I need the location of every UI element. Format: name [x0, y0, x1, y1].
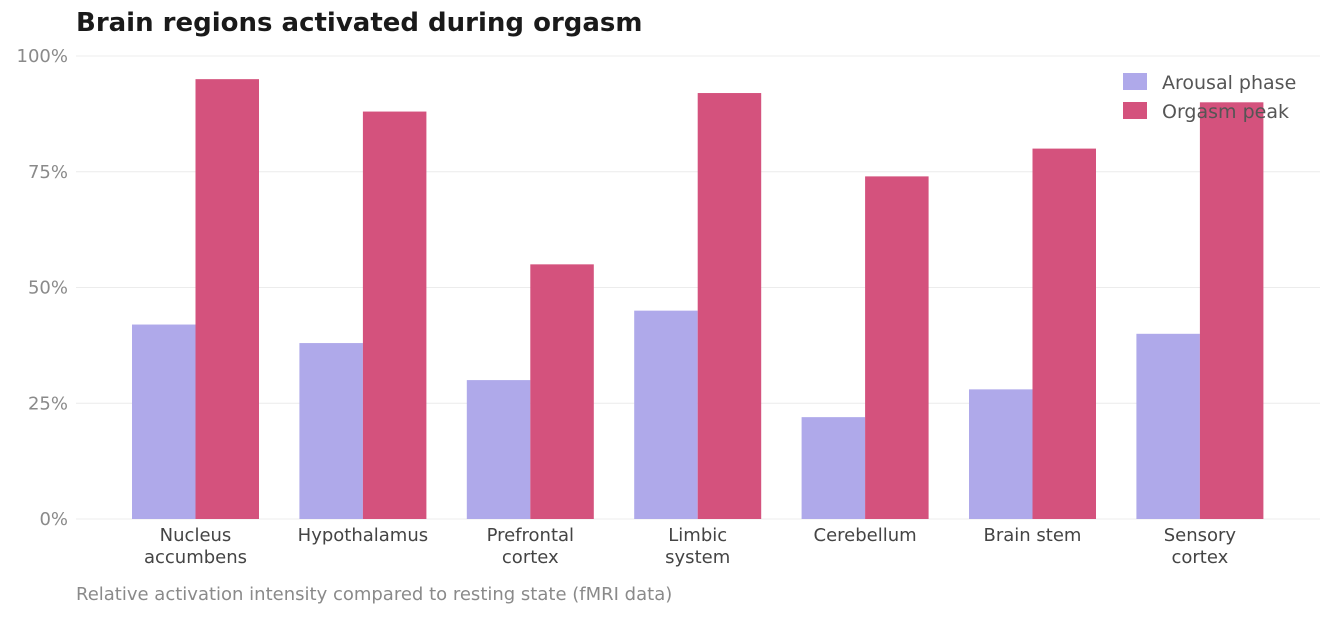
bar-orgasm: [865, 176, 929, 519]
chart-caption: Relative activation intensity compared t…: [76, 584, 673, 605]
bar-orgasm: [362, 111, 427, 519]
legend-swatch: [1123, 73, 1147, 90]
x-axis-ticks: Nucleus accumbens Hypothalamus Prefrontal co…: [144, 525, 1236, 568]
bar-orgasm: [1199, 102, 1264, 520]
x-tick-label: Nucleus accumbens: [144, 525, 247, 568]
bar-arousal: [1136, 333, 1200, 519]
bars: [132, 79, 1264, 520]
y-axis-ticks: 0% 25% 50% 75% 100%: [17, 46, 68, 530]
y-tick-label: 100%: [17, 46, 68, 67]
bar-arousal: [466, 380, 531, 519]
bar-orgasm: [195, 79, 259, 520]
x-tick-label: Sensory cortex: [1164, 525, 1237, 568]
x-tick-label: Brain stem: [984, 525, 1082, 546]
bar-arousal: [634, 310, 698, 519]
chart-title: Brain regions activated during orgasm: [76, 8, 643, 38]
bar-arousal: [801, 417, 866, 519]
x-tick-label: Limbic system: [665, 525, 730, 568]
bar-orgasm: [530, 264, 594, 519]
bar-orgasm: [697, 93, 762, 519]
y-tick-label: 75%: [28, 162, 68, 183]
y-tick-label: 0%: [39, 509, 68, 530]
x-tick-label: Cerebellum: [814, 525, 917, 546]
bar-arousal: [299, 343, 363, 519]
legend-label: Orgasm peak: [1162, 101, 1289, 123]
bar-arousal: [132, 324, 196, 519]
x-tick-label: Hypothalamus: [298, 525, 428, 546]
legend-label: Arousal phase: [1162, 72, 1296, 94]
legend-swatch: [1123, 102, 1147, 119]
bar-orgasm: [1032, 148, 1096, 519]
y-tick-label: 25%: [28, 393, 68, 414]
y-tick-label: 50%: [28, 278, 68, 299]
bar-arousal: [969, 389, 1033, 519]
legend: Arousal phase Orgasm peak: [1123, 72, 1296, 123]
x-tick-label: Prefrontal cortex: [487, 525, 574, 568]
